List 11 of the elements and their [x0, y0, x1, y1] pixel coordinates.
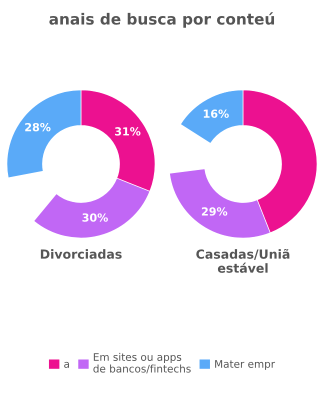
data-label: 28%: [25, 122, 51, 132]
legend-label: Mater empr: [215, 360, 276, 370]
data-label: 16%: [204, 110, 229, 118]
text: Casadas/Uniã estável: [196, 248, 290, 273]
text: Divorciadas: [40, 249, 122, 259]
data-label: 30%: [82, 213, 108, 222]
data-label: 29%: [202, 207, 228, 216]
legend-label: a: [64, 362, 69, 368]
chart-title: anais de busca por conteú: [49, 12, 274, 28]
data-label: 31%: [114, 127, 140, 136]
legend-label: Em sites ou apps de bancos/fintechs: [93, 352, 191, 374]
